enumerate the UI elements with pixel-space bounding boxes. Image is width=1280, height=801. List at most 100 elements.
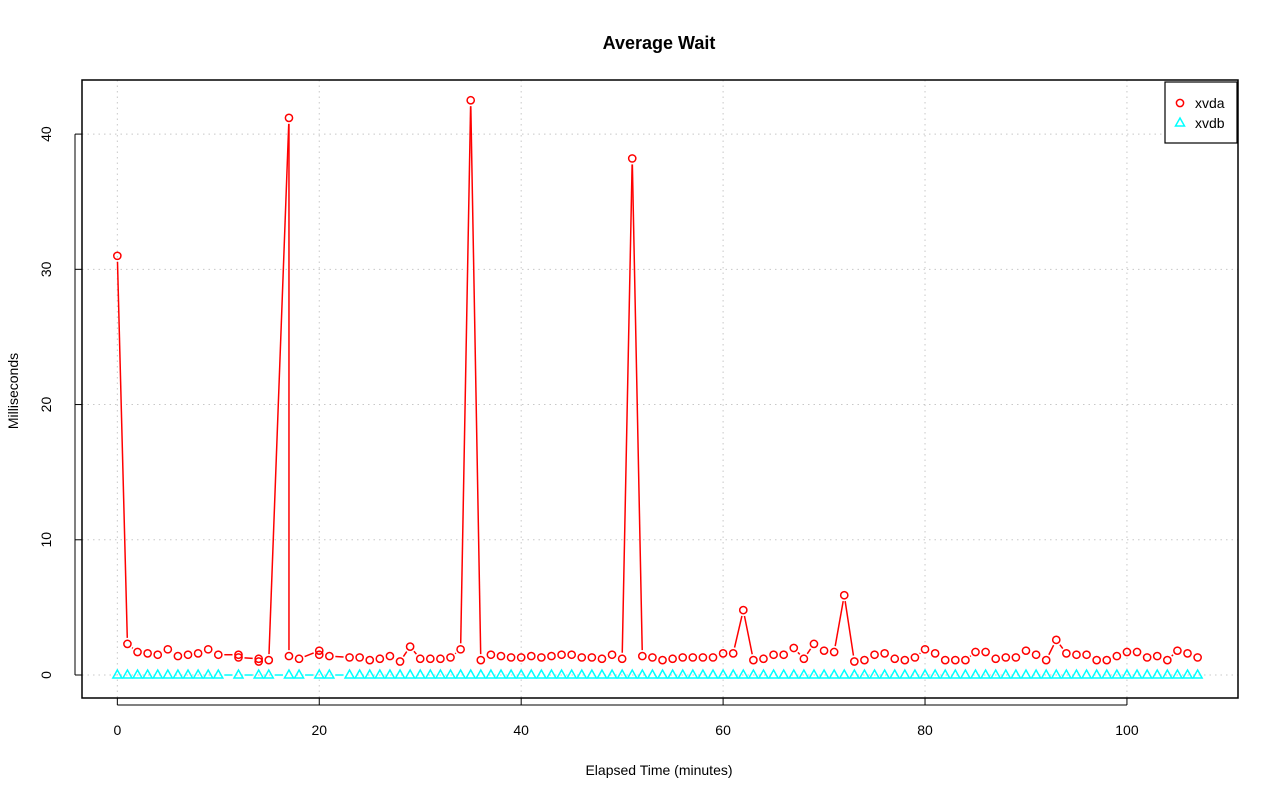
data-point	[919, 668, 931, 679]
data-point	[192, 668, 204, 679]
y-tick-label: 0	[38, 671, 54, 679]
data-point	[1060, 668, 1073, 679]
data-point	[496, 651, 506, 661]
data-point	[727, 668, 739, 679]
data-point	[505, 668, 517, 679]
legend-box	[1164, 81, 1238, 144]
data-point	[808, 668, 820, 679]
series-xvdb	[111, 668, 1204, 679]
data-point	[939, 668, 951, 679]
data-point	[829, 647, 839, 657]
data-point	[385, 651, 395, 661]
data-point	[254, 657, 264, 666]
data-point	[314, 646, 324, 656]
data-point	[1030, 668, 1042, 679]
data-point	[888, 668, 901, 679]
series-line-segment	[1171, 654, 1174, 657]
data-point	[284, 651, 294, 661]
data-point	[202, 668, 214, 679]
y-tick-label: 40	[38, 126, 54, 142]
data-point	[345, 653, 354, 662]
data-point	[1142, 653, 1152, 662]
data-point	[454, 668, 467, 679]
data-point	[799, 654, 809, 664]
data-point	[1193, 653, 1202, 662]
data-point	[698, 653, 708, 662]
data-point	[959, 668, 972, 679]
series-line-segment	[621, 164, 633, 653]
data-point	[950, 655, 960, 665]
data-point	[213, 650, 223, 660]
series-line-segment	[844, 601, 855, 656]
data-point	[172, 668, 184, 679]
series-line-segment	[806, 648, 812, 655]
data-point	[131, 668, 144, 679]
data-point	[646, 668, 659, 679]
data-point	[1171, 668, 1184, 679]
data-point	[567, 650, 577, 660]
data-point	[1183, 649, 1192, 658]
data-point	[737, 668, 750, 679]
data-point	[394, 668, 406, 679]
data-point	[1011, 653, 1021, 662]
data-point	[728, 649, 738, 658]
data-point	[749, 655, 758, 665]
data-point	[688, 653, 698, 662]
data-point	[949, 668, 962, 679]
data-point	[738, 605, 748, 615]
data-point	[1010, 668, 1022, 679]
data-point	[1020, 668, 1032, 679]
data-point	[607, 650, 617, 660]
data-point	[1112, 651, 1122, 661]
data-point	[325, 651, 334, 661]
data-point	[880, 649, 889, 658]
data-point	[839, 590, 849, 600]
data-point	[910, 653, 920, 662]
data-point	[464, 668, 477, 679]
data-point	[940, 655, 950, 665]
data-point	[436, 654, 445, 664]
series-line-segment	[116, 261, 129, 638]
data-point	[414, 668, 427, 679]
data-point	[264, 655, 274, 665]
data-point	[516, 653, 526, 662]
data-point	[374, 668, 386, 679]
data-point	[789, 643, 799, 653]
data-point	[1121, 668, 1133, 679]
data-point	[747, 668, 760, 679]
y-tick-label: 10	[38, 532, 54, 548]
data-point	[767, 668, 780, 679]
series-xvda	[112, 95, 1202, 666]
data-point	[1072, 650, 1081, 660]
data-point	[141, 668, 154, 679]
grid-lines	[82, 80, 1238, 698]
data-point	[355, 653, 364, 662]
data-point	[121, 668, 134, 679]
data-point	[575, 668, 588, 679]
data-point	[1102, 655, 1112, 665]
data-point	[395, 657, 405, 666]
data-point	[717, 668, 729, 679]
data-point	[666, 668, 679, 679]
data-point	[353, 668, 366, 679]
data-point	[1080, 668, 1093, 679]
data-point	[687, 668, 699, 679]
data-point	[971, 647, 980, 657]
data-point	[111, 668, 124, 679]
data-point	[1141, 668, 1153, 679]
data-point	[1070, 668, 1083, 679]
data-point	[870, 650, 879, 660]
data-point	[1050, 668, 1063, 679]
data-point	[424, 668, 437, 679]
data-point	[636, 668, 649, 679]
data-point	[779, 650, 789, 660]
data-point	[565, 668, 578, 679]
data-point	[787, 668, 800, 679]
data-point	[1191, 668, 1204, 679]
series-line-segment	[969, 655, 972, 657]
x-tick-label: 60	[715, 722, 731, 738]
series-line-segment	[834, 601, 844, 647]
x-axis-label: Elapsed Time (minutes)	[585, 762, 732, 778]
data-point	[515, 668, 527, 679]
